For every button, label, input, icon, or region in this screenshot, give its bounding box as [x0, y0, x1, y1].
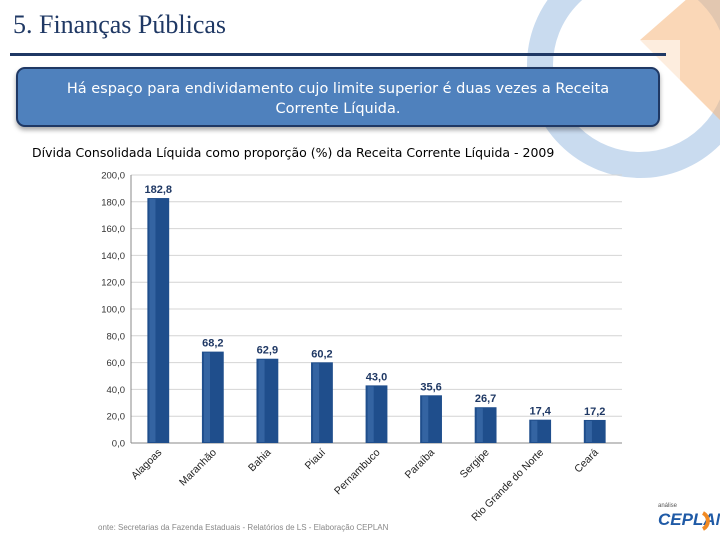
- y-tick-label: 20,0: [107, 412, 126, 423]
- logo-caption: análise: [658, 503, 678, 509]
- bar-highlight: [149, 199, 156, 442]
- x-tick-label: Pernambuco: [332, 447, 383, 498]
- data-label: 62,9: [257, 345, 278, 357]
- x-tick-label: Alagoas: [129, 447, 164, 482]
- data-label: 68,2: [202, 338, 223, 350]
- y-tick-label: 100,0: [101, 305, 125, 316]
- bar-highlight: [258, 359, 265, 442]
- data-label: 17,4: [529, 406, 551, 418]
- chart-title: Dívida Consolidada Líquida como proporçã…: [32, 145, 555, 160]
- data-label: 35,6: [420, 381, 441, 393]
- logo-arc-icon: [701, 511, 710, 531]
- x-tick-label: Sergipe: [458, 447, 492, 481]
- x-tick-label: Paraíba: [403, 447, 438, 482]
- bar-highlight: [203, 352, 211, 442]
- title-rule: [10, 53, 666, 56]
- data-label: 43,0: [366, 371, 387, 383]
- bar-highlight: [367, 386, 374, 442]
- bar-highlight: [313, 363, 320, 442]
- y-tick-label: 120,0: [101, 278, 125, 289]
- source-note: onte: Secretarias da Fazenda Estaduais -…: [98, 523, 389, 532]
- x-tick-label: Maranhão: [177, 447, 219, 489]
- bar-highlight: [476, 408, 483, 442]
- slide-title: 5. Finanças Públicas: [13, 10, 227, 39]
- y-tick-label: 60,0: [107, 358, 126, 369]
- data-label: 17,2: [584, 406, 605, 418]
- y-tick-label: 0,0: [112, 439, 125, 450]
- bar-highlight: [422, 396, 429, 442]
- y-tick-label: 140,0: [101, 251, 125, 262]
- bar-highlight: [585, 420, 592, 442]
- data-label: 26,7: [475, 393, 496, 405]
- x-tick-label: Piauí: [303, 447, 328, 472]
- y-tick-label: 80,0: [107, 331, 126, 342]
- y-tick-label: 160,0: [101, 224, 125, 235]
- callout-box: Há espaço para endividamento cujo limite…: [16, 67, 660, 127]
- data-label: 182,8: [145, 184, 173, 196]
- decorative-ring: [527, 0, 720, 178]
- bar-highlight: [531, 420, 538, 442]
- y-tick-label: 180,0: [101, 197, 125, 208]
- x-tick-label: Ceará: [572, 447, 601, 476]
- y-tick-label: 200,0: [101, 171, 125, 182]
- x-tick-label: Bahia: [246, 447, 274, 475]
- data-label: 60,2: [311, 348, 332, 360]
- y-tick-label: 40,0: [107, 385, 126, 396]
